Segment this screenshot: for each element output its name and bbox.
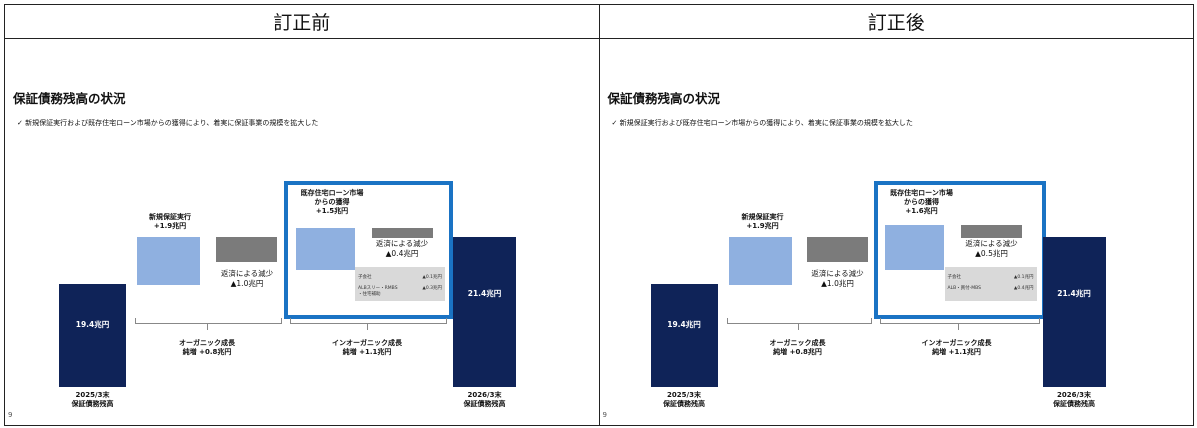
bar-existing-acq — [884, 225, 944, 270]
new-guarantee-label: 新規保証実行 +1.9兆円 — [741, 213, 784, 231]
organic-label: オーガニック成長 純増 +0.8兆円 — [769, 339, 826, 357]
start-label: 2025/3末 保証債務残高 — [71, 391, 114, 409]
inorganic-label: インオーガニック成長 純増 +1.1兆円 — [921, 339, 992, 357]
bar-end-value: 21.4兆円 — [467, 289, 502, 298]
existing-acq-label: 既存住宅ローン市場 からの獲得 +1.6兆円 — [890, 189, 953, 216]
highlight-box — [284, 181, 453, 319]
bar-end-value: 21.4兆円 — [1057, 289, 1091, 298]
breakdown-row: 子会社 ▲0.1兆円 — [947, 275, 1034, 280]
slide-bullet: ✓ 新規保証実行および既存住宅ローン市場からの獲得により、着実に保証事業の規模を… — [17, 119, 319, 127]
slide-bullet: ✓ 新規保証実行および既存住宅ローン市場からの獲得により、着実に保証事業の規模を… — [611, 119, 913, 127]
new-guarantee-label: 新規保証実行 +1.9兆円 — [149, 213, 191, 231]
bar-start-value: 19.4兆円 — [667, 320, 701, 329]
bar-new-guarantee — [728, 237, 792, 285]
organic-bracket — [135, 318, 282, 324]
start-label: 2025/3末 保証債務残高 — [663, 391, 705, 409]
bar-repay-inorganic — [372, 228, 433, 238]
bar-end: 21.4兆円 — [1042, 237, 1106, 387]
inorganic-label: インオーガニック成長 純増 +1.1兆円 — [332, 339, 402, 357]
bar-start: 19.4兆円 — [59, 284, 126, 387]
cell-before: 保証債務残高の状況 ✓ 新規保証実行および既存住宅ローン市場からの獲得により、着… — [4, 38, 600, 426]
slide-after: 保証債務残高の状況 ✓ 新規保証実行および既存住宅ローン市場からの獲得により、着… — [600, 39, 1194, 425]
bar-end: 21.4兆円 — [453, 237, 516, 387]
breakdown-row: ALB・買付-MBS ▲0.4兆円 — [947, 286, 1034, 291]
comparison-table: 訂正前 訂正後 保証債務残高の状況 ✓ 新規保証実行および既存住宅ローン市場から… — [4, 4, 1194, 426]
organic-bracket — [726, 318, 872, 324]
repay-inorganic-label: 返済による減少 ▲0.4兆円 — [375, 239, 429, 259]
bar-start: 19.4兆円 — [650, 284, 718, 387]
slide-before: 保証債務残高の状況 ✓ 新規保証実行および既存住宅ローン市場からの獲得により、着… — [5, 39, 599, 425]
bar-repay-organic — [806, 237, 868, 262]
page-number: 9 — [602, 411, 607, 419]
bar-repay-organic — [216, 237, 277, 262]
end-label: 2026/3末 保証債務残高 — [463, 391, 506, 409]
breakdown-row: 子会社 ▲0.1兆円 — [358, 275, 442, 280]
slide-title: 保証債務残高の状況 — [13, 91, 126, 106]
organic-label: オーガニック成長 純増 +0.8兆円 — [179, 339, 235, 357]
end-label: 2026/3末 保証債務残高 — [1053, 391, 1095, 409]
bar-new-guarantee — [137, 237, 200, 285]
breakdown-box: 子会社 ▲0.1兆円 ALB・買付-MBS ▲0.4兆円 — [944, 267, 1037, 301]
breakdown-box: 子会社 ▲0.1兆円 ALBスリー・RMBS ・住宅補助 ▲0.3兆円 — [355, 267, 445, 301]
repay-organic-label: 返済による減少 ▲1.0兆円 — [811, 269, 864, 289]
bar-repay-inorganic — [960, 225, 1022, 238]
page-number: 9 — [8, 411, 13, 419]
header-before: 訂正前 — [4, 4, 600, 39]
inorganic-bracket — [879, 318, 1040, 324]
inorganic-bracket — [290, 318, 447, 324]
header-after: 訂正後 — [598, 4, 1194, 39]
slide-title: 保証債務残高の状況 — [607, 91, 721, 106]
repay-inorganic-label: 返済による減少 ▲0.5兆円 — [965, 239, 1018, 259]
existing-acq-label: 既存住宅ローン市場 からの獲得 +1.5兆円 — [300, 189, 364, 216]
bar-start-value: 19.4兆円 — [75, 320, 110, 329]
bar-existing-acq — [296, 228, 355, 270]
breakdown-row: ALBスリー・RMBS ・住宅補助 ▲0.3兆円 — [358, 286, 442, 297]
repay-organic-label: 返済による減少 ▲1.0兆円 — [220, 269, 274, 289]
cell-after: 保証債務残高の状況 ✓ 新規保証実行および既存住宅ローン市場からの獲得により、着… — [598, 38, 1194, 426]
